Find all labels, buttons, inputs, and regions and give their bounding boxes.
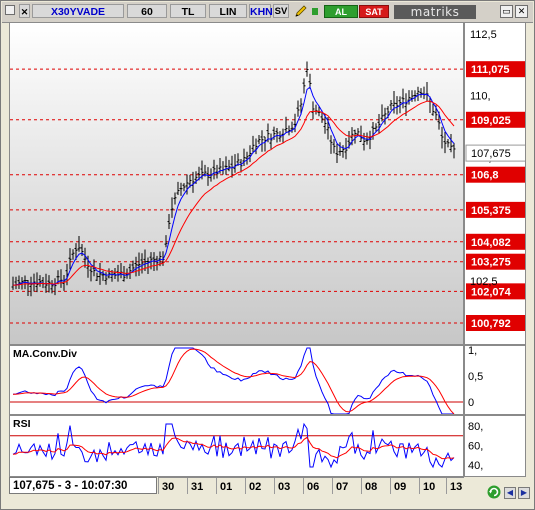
sv-field[interactable]: SV [273,4,289,18]
macd-line [12,347,454,414]
x-axis-label: 03 [278,481,291,493]
scroll-right-icon[interactable]: ▶ [518,487,530,499]
rsi-title: RSI [13,418,31,430]
sell-button[interactable]: SAT [359,5,389,18]
level-label: 104,082 [471,237,511,249]
x-axis-label: 13 [450,481,463,493]
x-axis-label: 02 [249,481,262,493]
period-field[interactable]: 60 [127,4,167,18]
x-axis-tick [332,478,333,494]
level-box [466,166,525,183]
level-box [466,315,525,331]
level-label: 102,074 [471,286,512,298]
buy-button[interactable]: AL [324,5,358,18]
level-box [466,253,525,270]
brand-logo: matriks [394,5,476,19]
level-box [466,283,525,300]
price-tick: 102,5 [470,276,498,288]
close-icon[interactable]: ✕ [515,5,528,18]
close-symbol-button[interactable]: ✕ [19,4,30,18]
x-axis-tick [158,478,159,494]
x-axis-label: 01 [220,481,233,493]
price-panel[interactable] [9,22,464,345]
last-price-box [465,144,525,162]
scale-field[interactable]: LIN [209,4,247,18]
rsi-tick: 60, [468,441,483,453]
x-axis-label: 07 [336,481,349,493]
khn-field[interactable]: KHN [249,4,273,18]
price-chart [10,61,463,324]
rsi-chart [10,422,463,469]
level-label: 100,792 [471,318,511,330]
level-label: 103,275 [471,257,511,269]
x-axis-tick [361,478,362,494]
refresh-icon[interactable] [486,484,502,500]
macd-tick: 0 [468,397,474,409]
x-axis-label: 30 [162,481,175,493]
macd-chart [10,347,463,414]
x-axis-label: 08 [365,481,378,493]
x-axis-tick [303,478,304,494]
price-axis[interactable]: 111,075 109,025 106,8 105,375 104,082 103,275… [464,22,526,345]
rsi-axis: 80, 60, 40, [464,415,526,477]
restore-icon[interactable]: ▭ [500,5,513,18]
flag-icon[interactable] [310,5,320,18]
macd-title: MA.Conv.Div [13,348,77,360]
rsi-panel[interactable]: RSI [9,415,464,477]
price-tick: 110, [470,91,491,103]
price-tick: 112,5 [470,29,497,41]
x-axis-label: 09 [394,481,407,493]
x-axis-tick [187,478,188,494]
macd-axis-labels: 1, 0,5 0 [468,346,483,409]
level-label: 109,025 [471,115,511,127]
x-axis: 30 31 01 02 03 06 07 08 09 10 13 [158,477,464,495]
x-axis-tick [274,478,275,494]
x-axis-tick [216,478,217,494]
pencil-icon[interactable] [294,5,308,18]
level-box [466,111,525,128]
macd-panel[interactable]: MA.Conv.Div [9,345,464,415]
macd-tick: 0,5 [468,371,483,383]
x-axis-tick [419,478,420,494]
ma-slow-line [13,100,455,286]
x-axis-label: 31 [191,481,204,493]
level-label: 105,375 [471,205,511,217]
level-box [466,61,525,78]
level-box [466,233,525,250]
level-box [466,201,525,218]
rsi-tick: 80, [468,421,483,433]
currency-field[interactable]: TL [170,4,206,18]
ma-fast-line [12,86,455,286]
status-readout: 107,675 - 3 - 10:07:30 [9,477,157,494]
x-axis-tick [446,478,447,494]
x-axis-tick [245,478,246,494]
toolbar: ✕ X30YVADE 60 TL LIN KHN SV AL SAT matri… [2,2,533,23]
rsi-tick: 40, [468,460,483,472]
macd-signal-line [13,348,455,414]
rsi-axis-labels: 80, 60, 40, [468,421,483,472]
scroll-left-icon[interactable]: ◀ [504,487,516,499]
rsi-line [12,422,455,469]
x-axis-label: 10 [423,481,436,493]
macd-axis: 1, 0,5 0 [464,345,526,415]
window-icon [5,5,15,15]
macd-tick: 1, [468,346,477,357]
x-axis-label: 06 [307,481,320,493]
last-price-label: 107,675 [471,148,511,160]
level-label: 106,8 [471,170,499,182]
level-label: 111,075 [471,64,510,76]
rsi-signal-line [12,436,455,460]
price-axis-labels: 111,075 109,025 106,8 105,375 104,082 103,275… [465,29,525,331]
symbol-field[interactable]: X30YVADE [32,4,124,18]
x-axis-tick [390,478,391,494]
